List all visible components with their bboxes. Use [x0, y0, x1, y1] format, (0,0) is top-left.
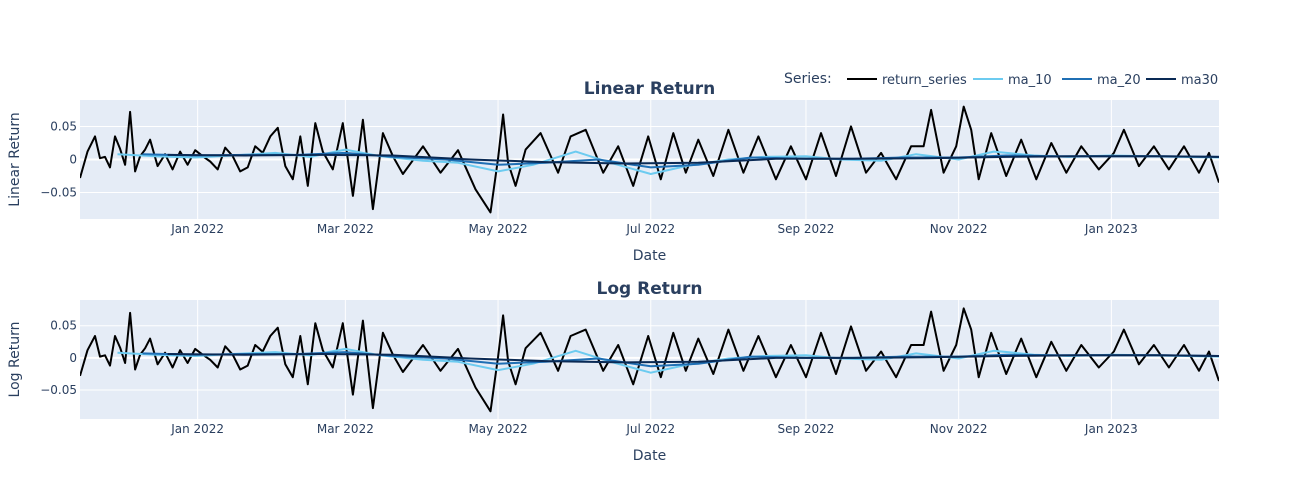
x-tick-label: Nov 2022 [930, 222, 988, 236]
series-group [80, 307, 1219, 413]
y-tick-label: 0 [69, 351, 77, 365]
x-tick-label: Jan 2022 [170, 422, 224, 436]
x-tick-label: Mar 2022 [317, 222, 374, 236]
legend-title: Series: [784, 71, 832, 87]
x-tick-label: Jan 2023 [1084, 422, 1138, 436]
series-group [80, 105, 1219, 214]
subplot-title: Linear Return [584, 79, 715, 99]
legend-label-return-series: return_series [882, 73, 967, 88]
x-axis-title: Date [633, 448, 666, 464]
subplot-linear-return: Jan 2022 Mar 2022 May 2022 Jul 2022 Sep 2022… [7, 79, 1219, 264]
x-tick-label: Jan 2022 [170, 222, 224, 236]
series-line-ma30 [167, 353, 1219, 364]
x-tick-label: Nov 2022 [930, 422, 988, 436]
series-line-ma30 [167, 153, 1219, 165]
x-tick-label: May 2022 [468, 222, 527, 236]
x-tick-label: Jan 2023 [1084, 222, 1138, 236]
y-tick-label: 0.05 [50, 319, 77, 333]
subplot-title: Log Return [597, 279, 703, 299]
x-tick-label: Sep 2022 [777, 222, 834, 236]
legend-label-ma-10: ma_10 [1008, 73, 1052, 88]
y-tick-label: 0.05 [50, 119, 77, 133]
y-tick-label: −0.05 [40, 383, 77, 397]
x-tick-label: Jul 2022 [625, 422, 675, 436]
legend-label-ma-20: ma_20 [1097, 73, 1141, 88]
y-tick-label: −0.05 [40, 186, 77, 200]
x-tick-label: Mar 2022 [317, 422, 374, 436]
x-axis-title: Date [633, 248, 666, 264]
y-axis-title: Linear Return [7, 112, 23, 206]
legend: Series: return_series ma_10 ma_20 ma30 [784, 71, 1218, 88]
subplot-log-return: Jan 2022 Mar 2022 May 2022 Jul 2022 Sep 2022… [7, 279, 1219, 464]
x-tick-label: Sep 2022 [777, 422, 834, 436]
y-tick-label: 0 [69, 153, 77, 167]
y-axis-title: Log Return [7, 322, 23, 398]
x-tick-label: May 2022 [468, 422, 527, 436]
legend-label-ma30: ma30 [1181, 73, 1218, 88]
x-tick-label: Jul 2022 [625, 222, 675, 236]
